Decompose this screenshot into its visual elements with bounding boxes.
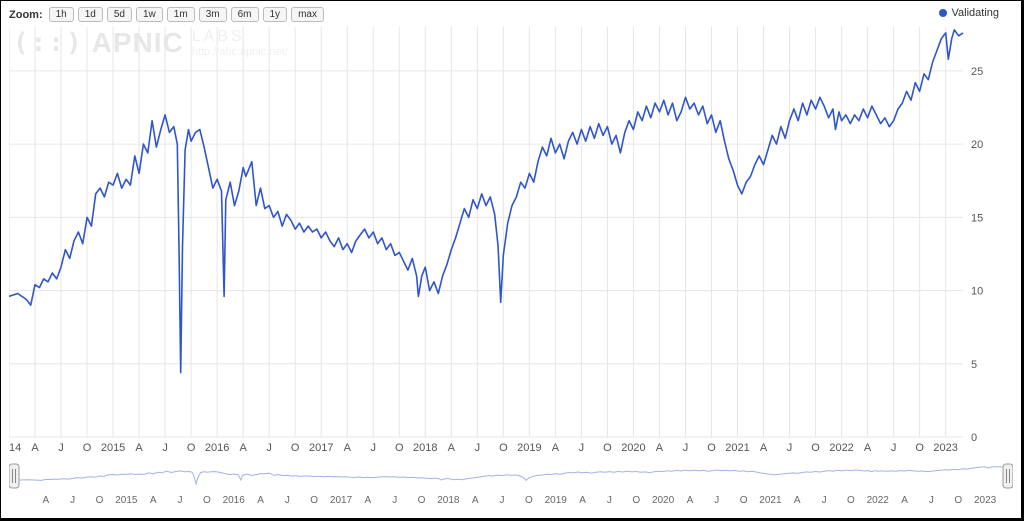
svg-text:A: A xyxy=(135,442,143,454)
svg-text:A: A xyxy=(239,442,247,454)
svg-text:O: O xyxy=(915,442,924,454)
svg-text:2019: 2019 xyxy=(517,442,541,454)
svg-text:O: O xyxy=(96,495,104,506)
svg-text:J: J xyxy=(178,495,183,506)
svg-text:O: O xyxy=(310,495,318,506)
svg-text:J: J xyxy=(162,442,168,454)
svg-text:15: 15 xyxy=(971,212,983,224)
legend[interactable]: Validating xyxy=(939,7,1000,19)
svg-text:O: O xyxy=(187,442,196,454)
svg-text:10: 10 xyxy=(971,286,983,298)
svg-text:J: J xyxy=(285,495,290,506)
svg-text:J: J xyxy=(607,495,612,506)
svg-text:2019: 2019 xyxy=(545,495,568,506)
zoom-1w-button[interactable]: 1w xyxy=(136,7,163,22)
svg-text:O: O xyxy=(395,442,404,454)
svg-text:2020: 2020 xyxy=(621,442,645,454)
svg-text:J: J xyxy=(500,495,505,506)
svg-text:2021: 2021 xyxy=(725,442,749,454)
svg-text:A: A xyxy=(864,442,872,454)
nav-handle-right[interactable] xyxy=(1003,464,1013,488)
zoom-1m-button[interactable]: 1m xyxy=(167,7,195,22)
svg-text:O: O xyxy=(847,495,855,506)
svg-text:2015: 2015 xyxy=(115,495,138,506)
svg-text:A: A xyxy=(794,495,801,506)
svg-text:O: O xyxy=(707,442,716,454)
nav-handle-left[interactable] xyxy=(9,464,19,488)
svg-text:A: A xyxy=(257,495,264,506)
zoom-5d-button[interactable]: 5d xyxy=(107,7,132,22)
svg-text:J: J xyxy=(58,442,64,454)
svg-text:J: J xyxy=(70,495,75,506)
chart-frame: Zoom: 1h 1d 5d 1w 1m 3m 6m 1y max Valida… xyxy=(0,0,1024,521)
svg-text:A: A xyxy=(579,495,586,506)
svg-text:A: A xyxy=(760,442,768,454)
svg-text:J: J xyxy=(891,442,897,454)
svg-text:J: J xyxy=(822,495,827,506)
svg-text:2022: 2022 xyxy=(867,495,890,506)
svg-text:A: A xyxy=(344,442,352,454)
zoom-1y-button[interactable]: 1y xyxy=(263,7,288,22)
zoom-label: Zoom: xyxy=(9,9,43,21)
svg-text:2023: 2023 xyxy=(933,442,957,454)
svg-text:2018: 2018 xyxy=(437,495,460,506)
svg-text:2016: 2016 xyxy=(205,442,229,454)
svg-text:2016: 2016 xyxy=(223,495,246,506)
svg-text:25: 25 xyxy=(971,66,983,78)
svg-text:O: O xyxy=(499,442,508,454)
zoom-toolbar: Zoom: 1h 1d 5d 1w 1m 3m 6m 1y max xyxy=(9,7,324,22)
svg-text:A: A xyxy=(43,495,50,506)
svg-text:O: O xyxy=(811,442,820,454)
svg-text:O: O xyxy=(203,495,211,506)
svg-text:2023: 2023 xyxy=(974,495,997,506)
svg-text:A: A xyxy=(472,495,479,506)
svg-text:J: J xyxy=(475,442,481,454)
svg-text:O: O xyxy=(291,442,300,454)
zoom-6m-button[interactable]: 6m xyxy=(231,7,259,22)
svg-text:A: A xyxy=(656,442,664,454)
svg-text:2020: 2020 xyxy=(652,495,675,506)
svg-text:A: A xyxy=(552,442,560,454)
svg-text:A: A xyxy=(31,442,39,454)
svg-text:J: J xyxy=(371,442,377,454)
svg-text:5: 5 xyxy=(971,359,977,371)
range-navigator[interactable]: A J O 2015 A J O 2016 A J O 2017 A J O 2018 A J O 2019 A J O 20… xyxy=(9,463,1013,513)
svg-text:20: 20 xyxy=(971,139,983,151)
svg-text:2021: 2021 xyxy=(759,495,782,506)
svg-text:O: O xyxy=(525,495,533,506)
zoom-max-button[interactable]: max xyxy=(291,7,324,22)
legend-swatch-icon xyxy=(939,9,947,17)
svg-text:O: O xyxy=(603,442,612,454)
svg-text:A: A xyxy=(448,442,456,454)
svg-text:2017: 2017 xyxy=(309,442,333,454)
svg-text:J: J xyxy=(929,495,934,506)
svg-text:2018: 2018 xyxy=(413,442,437,454)
svg-text:A: A xyxy=(365,495,372,506)
svg-text:O: O xyxy=(632,495,640,506)
svg-text:A: A xyxy=(150,495,157,506)
svg-text:2015: 2015 xyxy=(101,442,125,454)
zoom-1d-button[interactable]: 1d xyxy=(78,7,103,22)
svg-text:O: O xyxy=(83,442,92,454)
svg-text:J: J xyxy=(683,442,689,454)
svg-text:2017: 2017 xyxy=(330,495,353,506)
legend-series-label: Validating xyxy=(952,7,1000,19)
svg-text:O: O xyxy=(954,495,962,506)
svg-text:J: J xyxy=(787,442,793,454)
zoom-3m-button[interactable]: 3m xyxy=(199,7,227,22)
zoom-1h-button[interactable]: 1h xyxy=(49,7,74,22)
svg-text:2022: 2022 xyxy=(829,442,853,454)
svg-text:J: J xyxy=(714,495,719,506)
main-chart[interactable]: 0 5 10 15 20 25 2014 A J O 2015 A J O 2016 A J O 2017 A J O 20… xyxy=(9,27,993,457)
svg-text:J: J xyxy=(266,442,272,454)
svg-text:A: A xyxy=(687,495,694,506)
svg-text:2014: 2014 xyxy=(9,442,21,454)
svg-text:O: O xyxy=(418,495,426,506)
svg-text:J: J xyxy=(579,442,585,454)
svg-text:O: O xyxy=(740,495,748,506)
svg-text:A: A xyxy=(901,495,908,506)
svg-text:J: J xyxy=(392,495,397,506)
svg-text:0: 0 xyxy=(971,432,977,444)
